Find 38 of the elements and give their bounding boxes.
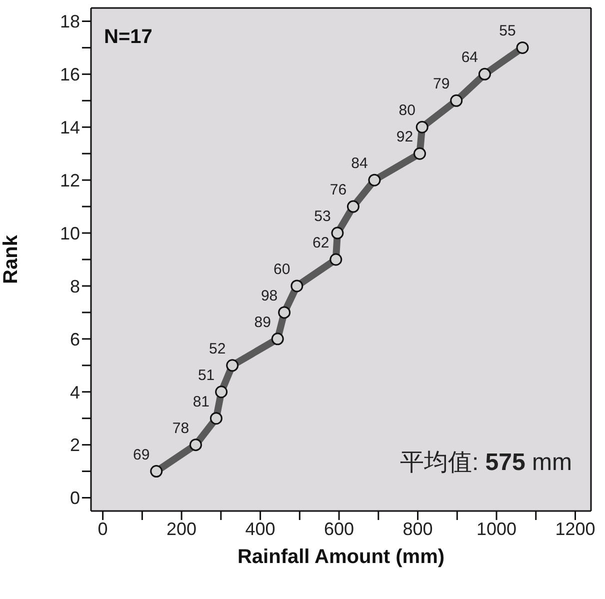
- annotation: 81: [192, 393, 210, 410]
- annotation: 55: [499, 22, 516, 40]
- annotation: 78: [172, 420, 190, 437]
- annotation: 平均值: 575 mm: [400, 449, 572, 476]
- annotation: 98: [260, 287, 278, 304]
- annotation: 76: [330, 182, 347, 199]
- annotation: 84: [351, 155, 368, 172]
- annotation: 53: [314, 208, 331, 226]
- annotation: 62: [312, 234, 330, 252]
- y-tick-label: 6: [70, 329, 80, 350]
- x-tick-label: 200: [166, 518, 197, 539]
- x-tick-label: 1200: [555, 518, 596, 539]
- y-tick-label: 4: [70, 382, 80, 402]
- x-tick-label: 800: [402, 518, 433, 539]
- y-tick-label: 10: [60, 223, 80, 244]
- annotation: 80: [398, 102, 416, 120]
- y-tick-label: 0: [70, 488, 80, 508]
- annotation: 79: [433, 76, 450, 93]
- y-axis-title: Rank: [0, 234, 22, 284]
- y-tick-label: 14: [60, 118, 80, 138]
- annotation: 69: [133, 446, 150, 464]
- x-tick-label: 0: [98, 518, 108, 539]
- x-tick-label: 400: [245, 518, 276, 539]
- annotation: 64: [461, 49, 478, 66]
- y-tick-label: 12: [60, 170, 80, 190]
- x-tick-label: 600: [324, 518, 354, 539]
- y-tick-label: 18: [60, 12, 80, 32]
- y-tick-label: 2: [70, 435, 80, 456]
- annotation: N=17: [104, 26, 152, 48]
- x-axis-title: Rainfall Amount (mm): [237, 546, 445, 568]
- y-tick-label: 16: [60, 64, 80, 85]
- annotation: 52: [208, 340, 226, 358]
- x-tick-label: 1000: [476, 518, 517, 539]
- annotation: 89: [254, 314, 271, 331]
- annotation: 92: [396, 128, 414, 146]
- annotation: 60: [274, 260, 290, 278]
- y-tick-label: 8: [70, 276, 80, 296]
- annotation: 51: [198, 366, 215, 384]
